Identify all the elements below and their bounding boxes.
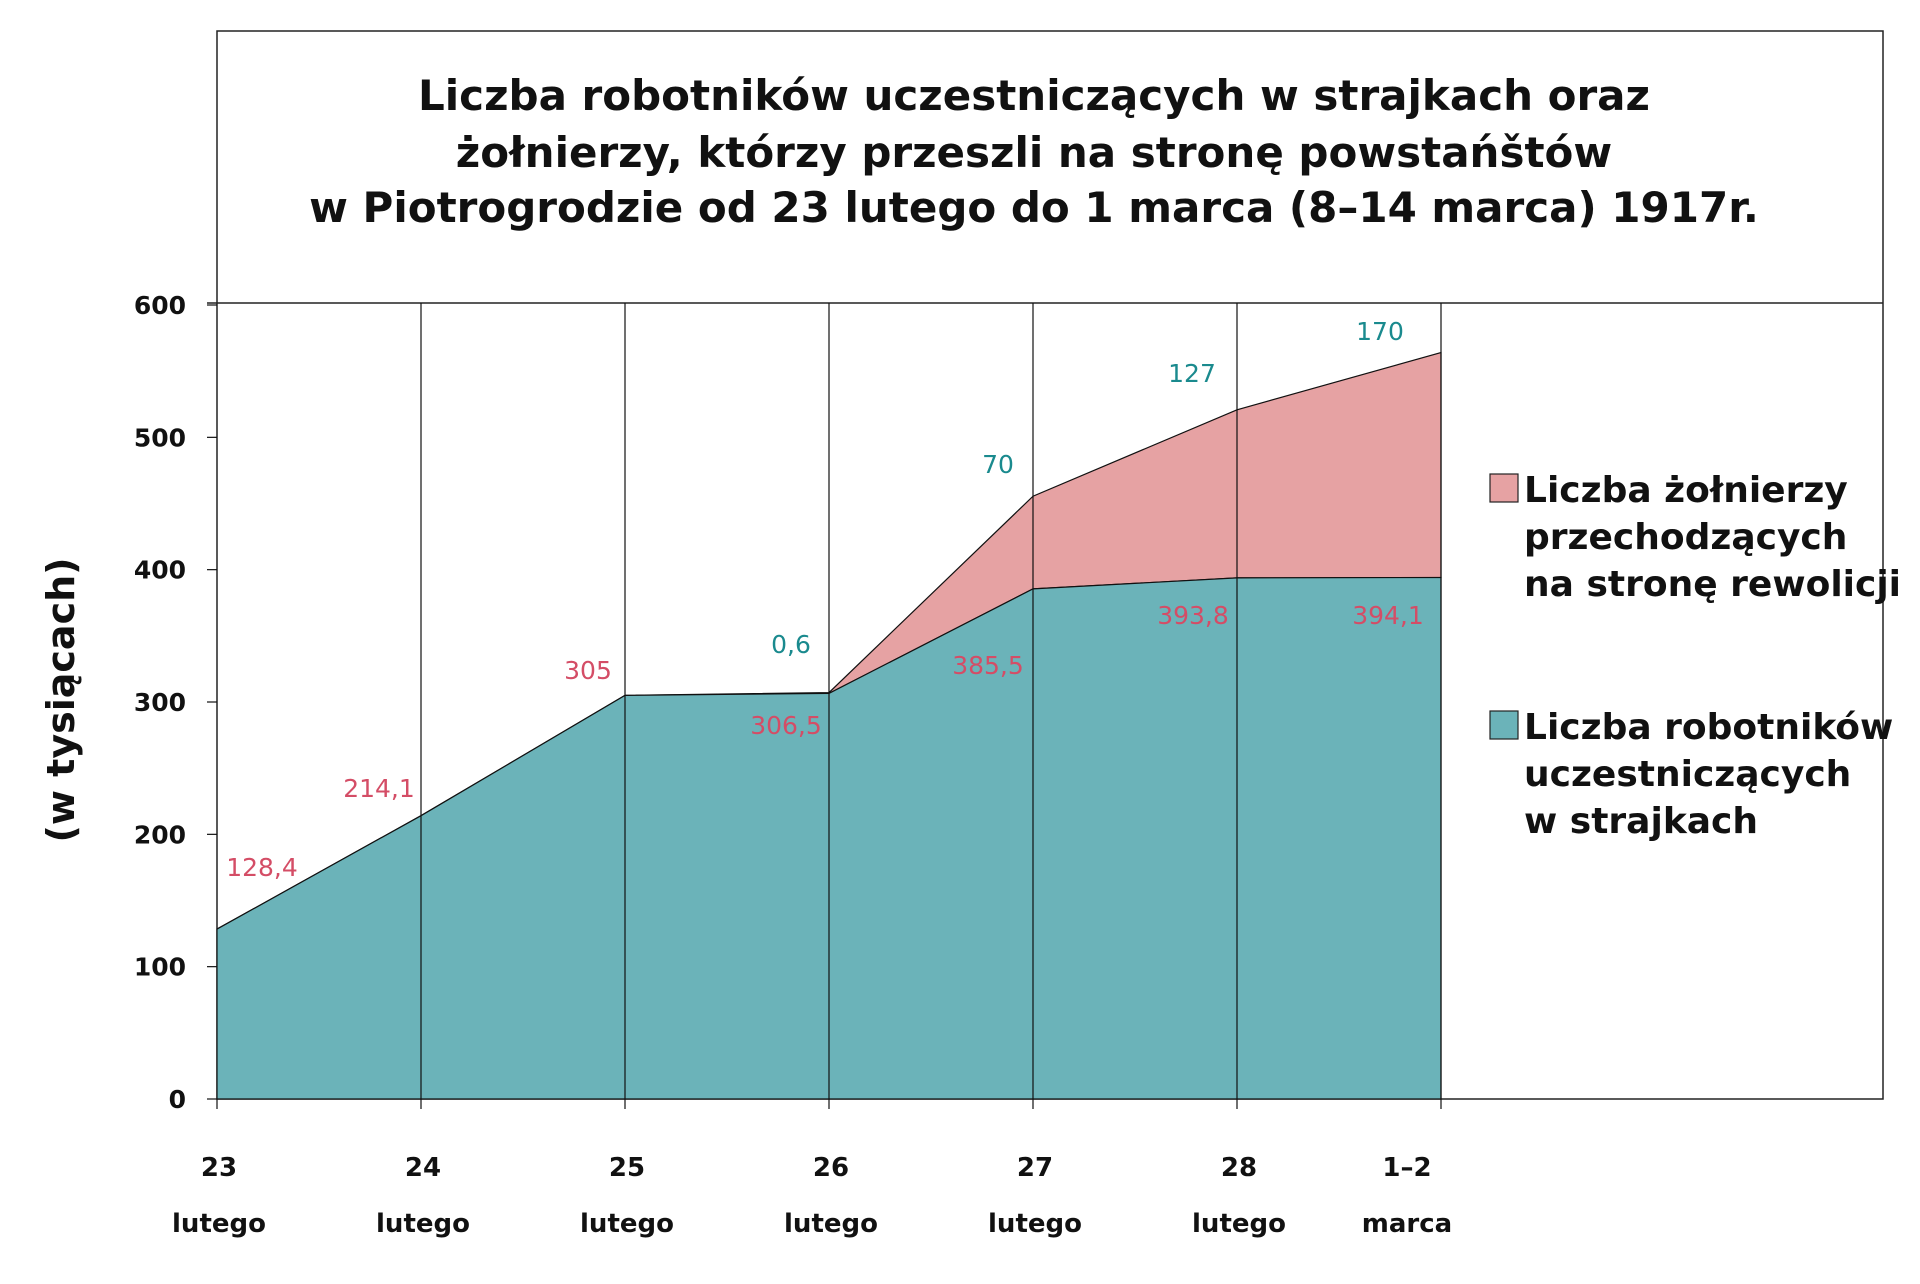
title-line-3: w Piotrogrodzie od 23 lutego do 1 marca … xyxy=(309,183,1759,232)
x-tick-label-month: lutego xyxy=(580,1209,674,1239)
x-tick-label-day: 1–2 xyxy=(1382,1153,1431,1183)
data-label-workers: 394,1 xyxy=(1352,601,1424,630)
y-tick-label: 100 xyxy=(134,953,186,982)
x-tick-label-day: 24 xyxy=(405,1153,441,1183)
y-tick-label: 500 xyxy=(134,423,186,452)
chart-title: Liczba robotników uczestniczących w stra… xyxy=(309,71,1759,232)
legend-item-workers: Liczba robotników uczestniczących w strajk… xyxy=(1489,707,1893,842)
data-label-soldiers: 0,6 xyxy=(771,630,811,659)
legend-label: Liczba robotników xyxy=(1524,707,1893,748)
y-tick-label: 600 xyxy=(134,291,186,320)
y-tick-label: 400 xyxy=(134,556,186,585)
data-label-soldiers: 170 xyxy=(1356,317,1404,346)
data-label-workers: 393,8 xyxy=(1157,601,1229,630)
legend-swatch xyxy=(1489,473,1519,503)
x-tick-label-day: 23 xyxy=(201,1153,237,1183)
legend-label: na stronę rewolicji xyxy=(1524,564,1901,605)
y-tick-label: 300 xyxy=(134,688,186,717)
legend-swatch xyxy=(1489,710,1519,740)
x-tick-label-month: lutego xyxy=(1192,1209,1286,1239)
x-tick-label-day: 26 xyxy=(813,1153,849,1183)
x-tick-label-month: lutego xyxy=(376,1209,470,1239)
y-axis-title: (w tysiącach) xyxy=(39,557,83,842)
x-tick-label-day: 25 xyxy=(609,1153,645,1183)
title-line-2: żołnierzy, którzy przeszli na stronę pow… xyxy=(456,128,1612,177)
data-label-workers: 385,5 xyxy=(952,651,1024,680)
y-tick-label: 0 xyxy=(169,1085,186,1114)
data-label-soldiers: 70 xyxy=(982,450,1014,479)
y-tick-label: 200 xyxy=(134,820,186,849)
x-tick-label-day: 28 xyxy=(1221,1153,1257,1183)
legend: Liczba żołnierzy przechodzących na stronę … xyxy=(1489,470,1901,842)
legend-item-soldiers: Liczba żołnierzy przechodzących na stronę … xyxy=(1489,470,1901,605)
x-tick-label-month: lutego xyxy=(988,1209,1082,1239)
x-tick-label-month: marca xyxy=(1362,1209,1452,1239)
legend-label: uczestniczących xyxy=(1524,754,1851,795)
x-tick-label-day: 27 xyxy=(1017,1153,1053,1183)
legend-label: Liczba żołnierzy xyxy=(1524,470,1848,511)
legend-label: przechodzących xyxy=(1524,517,1847,558)
x-tick-label-month: lutego xyxy=(784,1209,878,1239)
data-label-soldiers: 127 xyxy=(1168,359,1216,388)
data-label-workers: 305 xyxy=(564,656,612,685)
data-label-workers: 214,1 xyxy=(343,774,415,803)
title-line-1: Liczba robotników uczestniczących w stra… xyxy=(418,71,1650,120)
legend-label: w strajkach xyxy=(1524,801,1758,842)
data-label-workers: 128,4 xyxy=(226,853,298,882)
x-tick-label-month: lutego xyxy=(172,1209,266,1239)
data-label-workers: 306,5 xyxy=(750,711,822,740)
